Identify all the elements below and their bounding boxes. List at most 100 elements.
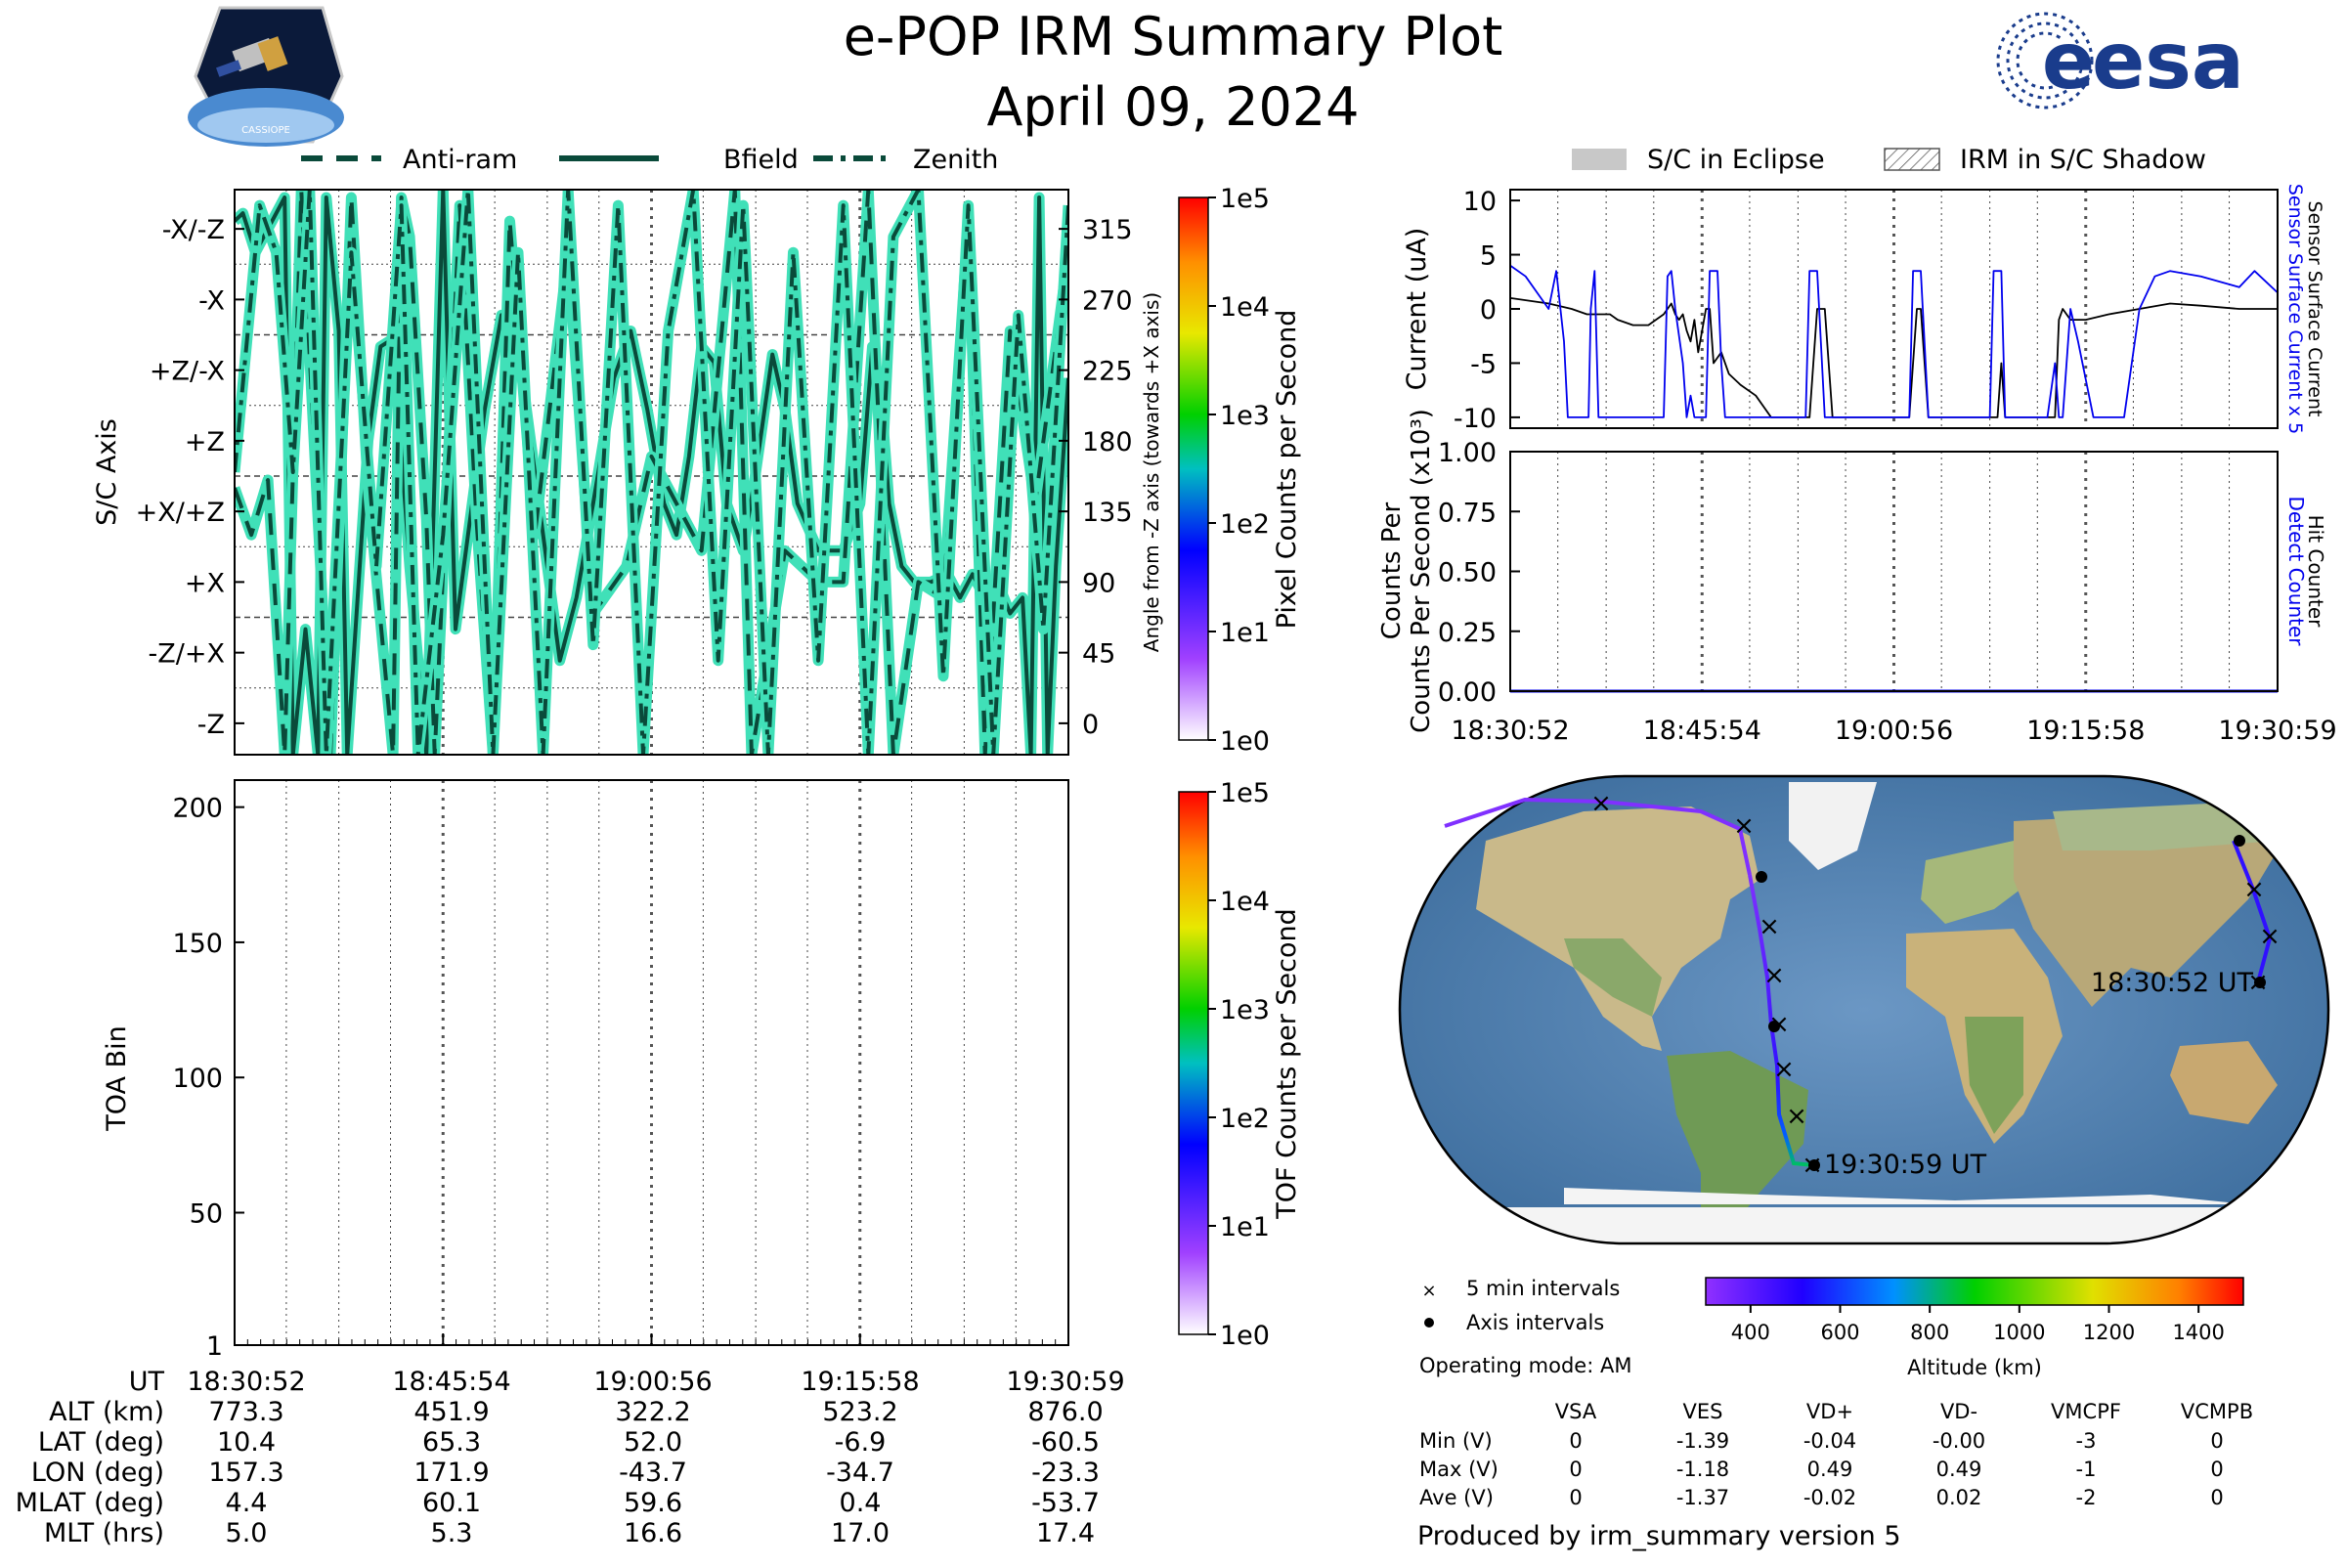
current-traces [1510,264,2278,418]
esa-logo-e: e [2042,16,2095,107]
ephemeris-cell: 5.0 [226,1518,268,1548]
attitude-y-tick-label: +X [185,568,225,598]
current-y-tick-label: -10 [1454,404,1497,434]
map-legend: × 5 min intervals Axis intervals Operati… [1419,1277,1631,1377]
ephemeris-cell: 451.9 [413,1397,489,1427]
ephemeris-cell: 773.3 [208,1397,283,1427]
ephemeris-cell: 171.9 [413,1458,489,1488]
counts-y-label-line1: Counts Per [1377,501,1407,639]
north-america-green [1564,938,1662,1017]
counts-y-tick-label: 0.75 [1438,498,1497,528]
ephemeris-cell: 5.3 [431,1518,473,1548]
pixel-counts-colorbar-label: Pixel Counts per Second [1272,310,1302,630]
current-legend: S/C in Eclipse IRM in S/C Shadow [1572,145,2206,175]
north-america [1476,806,1760,1051]
attitude-y-tick-label: -Z/+X [149,639,225,670]
attitude-y-tick-label: +X/+Z [136,498,225,528]
current-y-tick-label: -5 [1470,349,1497,379]
australia [2170,1041,2278,1124]
toa-x-minor-ticks [234,1333,1069,1345]
toa-grid [285,780,1017,1345]
ground-track-south [1748,874,1815,1167]
ephemeris-cell: 876.0 [1027,1397,1103,1427]
ephemeris-cell: -34.7 [826,1458,894,1488]
attitude-y2-tick-label: 45 [1082,639,1115,670]
colorbar-tick-label: 1e0 [1220,1321,1270,1351]
counts-x-tick-label: 19:00:56 [1835,716,1953,746]
voltage-cell: -2 [2076,1486,2097,1509]
voltage-cell: -0.00 [1933,1429,1985,1453]
cross-marker: × [2243,875,2265,904]
ground-track-east [2232,840,2273,983]
ephemeris-row-label: UT [129,1367,165,1397]
attitude-y-ticks: -X/-Z -X +Z/-X +Z +X/+Z +X -Z/+X -Z [136,215,244,740]
voltage-col-header: VD+ [1806,1400,1853,1423]
attitude-y-tick-label: -X [198,285,225,316]
legend-5min-label: 5 min intervals [1466,1277,1620,1300]
counts-y-tick-label: 0.50 [1438,558,1497,588]
counts-x-tick-label: 18:30:52 [1451,716,1569,746]
cross-marker-icon: × [1421,1281,1436,1301]
voltage-cell: -0.02 [1803,1486,1856,1509]
footer-version: Produced by irm_summary version 5 [1417,1521,1901,1551]
toa-y-tick-label: 200 [172,794,223,824]
altitude-colorbar: 400 600 800 1000 1200 1400 Altitude (km) [1705,1277,2244,1379]
ephemeris-cell: -43.7 [619,1458,687,1488]
colorbar-tick-label: 1e4 [1220,887,1270,917]
counts-y-label: Counts Per Second (x10³) [1407,409,1436,733]
ground-track-north [1444,797,1752,876]
legend-axis-label: Axis intervals [1466,1311,1604,1334]
attitude-y-tick-label: -X/-Z [162,215,225,245]
counts-y-tick-label: 1.00 [1438,438,1497,468]
cross-marker: × [1763,961,1785,990]
cassiope-logo-text: CASSIOPE [241,125,290,136]
europe [1921,841,2033,924]
voltage-cell: 0 [2210,1486,2223,1509]
toa-y-tick-label: 100 [172,1064,223,1094]
cross-marker: × [1759,912,1780,941]
altitude-tick-label: 600 [1820,1321,1859,1344]
cross-marker: × [1733,811,1755,841]
attitude-legend: Anti-ram Bfield Zenith [301,145,998,175]
voltage-table: VSA VES VD+ VD- VMCPF VCMPB Min (V) 0 -1.39 -0.04… [1419,1400,2253,1509]
voltage-cell: -1.18 [1676,1458,1729,1481]
voltage-cell: 0.49 [1936,1458,1982,1481]
attitude-y2-tick-label: 180 [1082,427,1133,457]
ephemeris-row-label: MLAT (deg) [16,1488,164,1518]
counts-x-tick-label: 19:30:59 [2218,716,2336,746]
dot-marker-icon [1424,1318,1434,1328]
attitude-y-tick-label: +Z/-X [150,357,225,387]
voltage-cell: 0.49 [1807,1458,1853,1481]
colorbar-tick-label: 1e1 [1220,1212,1270,1242]
voltage-cell: 0 [1569,1458,1582,1481]
voltage-row-label: Ave (V) [1419,1486,1494,1509]
ephemeris-cell: 65.3 [422,1427,481,1458]
cassiope-logo: CASSIOPE [188,6,344,147]
counts-y-ticks: 1.00 0.75 0.50 0.25 0.00 [1438,438,1520,708]
cross-marker: × [1773,1055,1795,1084]
africa-green [1965,1017,2023,1134]
counts-x-tick-label: 19:15:58 [2026,716,2145,746]
ephemeris-cell: -6.9 [835,1427,887,1458]
legend-label-bfield: Bfield [723,145,799,175]
counts-y2-label-blue: Detect Counter [2284,497,2308,647]
axis-dot-marker [1756,871,1767,883]
siberia [2053,802,2278,850]
asia [2014,811,2278,1007]
voltage-row-label: Max (V) [1419,1458,1499,1481]
ephemeris-row-label: MLT (hrs) [44,1518,164,1548]
attitude-trace-bfield [235,190,1068,755]
ephemeris-cell: 18:30:52 [187,1367,305,1397]
voltage-col-header: VCMPB [2181,1400,2253,1423]
attitude-y-tick-label: +Z [185,427,225,457]
ephemeris-cell: -60.5 [1031,1427,1100,1458]
tof-counts-colorbar-ticks: 1e0 1e1 1e2 1e3 1e4 1e5 [1208,778,1270,1351]
attitude-traces [235,190,1068,755]
current-y-ticks: 10 5 0 -5 -10 [1454,187,1520,434]
current-y-label: Current (uA) [1402,228,1432,391]
ephemeris-table: UT 18:30:52 18:45:54 19:00:56 19:15:58 19:30:… [16,1367,1125,1548]
altitude-ticks: 400 600 800 1000 1200 1400 [1731,1305,2225,1344]
tof-counts-colorbar: 1e0 1e1 1e2 1e3 1e4 1e5 TOF Counts per Second [1178,778,1302,1351]
ephemeris-cell: 16.6 [624,1518,682,1548]
altitude-tick-label: 1000 [1993,1321,2045,1344]
